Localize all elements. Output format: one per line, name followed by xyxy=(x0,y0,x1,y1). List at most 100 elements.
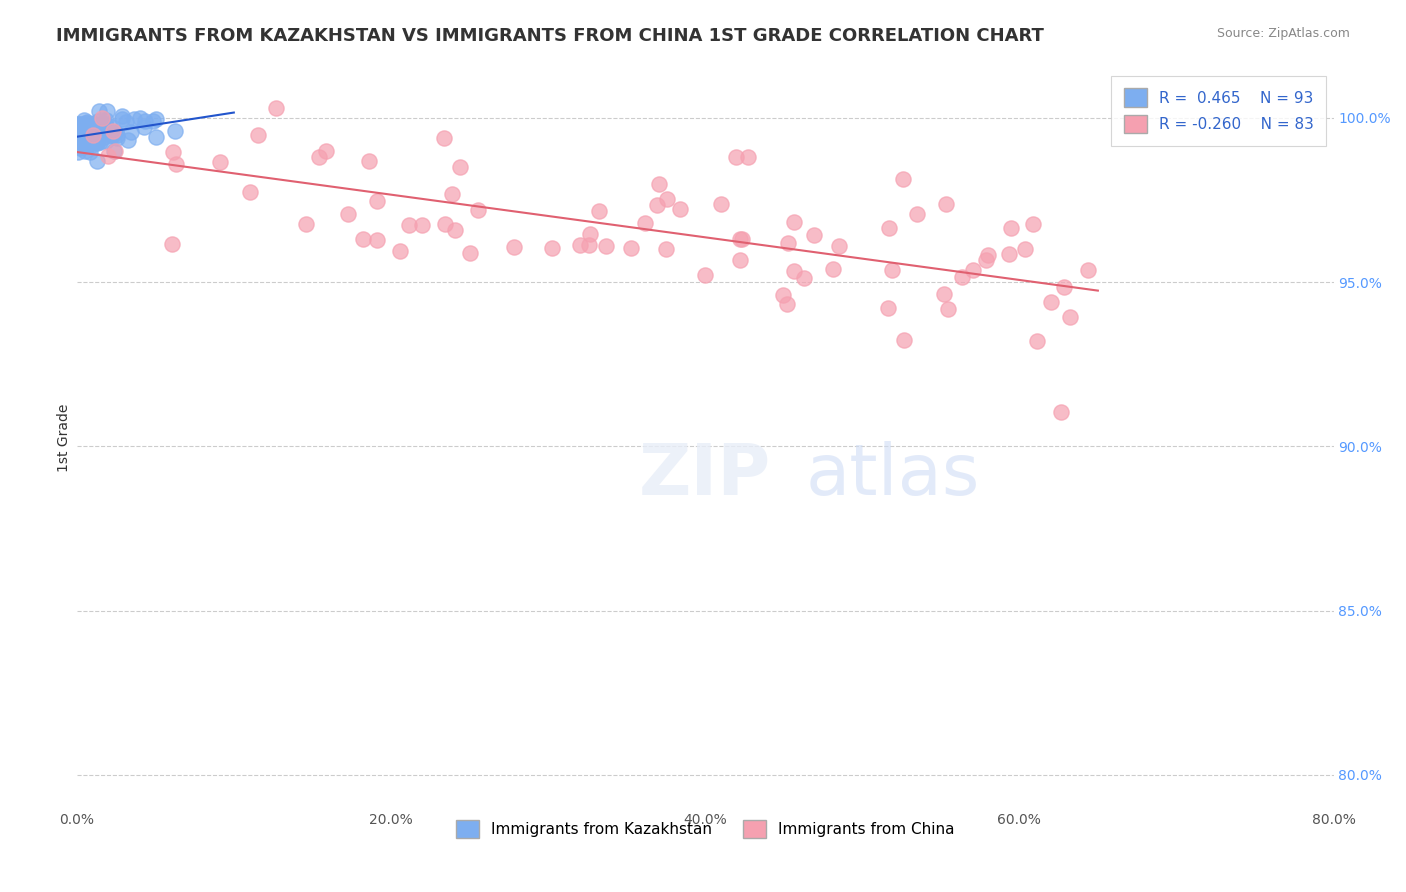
Point xyxy=(86,119,108,133)
Point xyxy=(70,139,93,153)
Point xyxy=(165,157,187,171)
Point xyxy=(879,220,901,235)
Point xyxy=(433,131,456,145)
Point xyxy=(98,120,121,134)
Point xyxy=(145,112,167,127)
Point xyxy=(441,187,464,202)
Point xyxy=(83,134,105,148)
Point xyxy=(76,122,98,136)
Point xyxy=(73,133,96,147)
Point xyxy=(67,133,90,147)
Point xyxy=(936,302,959,317)
Point xyxy=(73,125,96,139)
Point xyxy=(828,238,851,252)
Point xyxy=(104,125,127,139)
Point xyxy=(728,232,751,246)
Point xyxy=(82,131,104,145)
Point xyxy=(308,150,330,164)
Point xyxy=(315,144,337,158)
Text: ZIP: ZIP xyxy=(638,441,772,509)
Point xyxy=(246,128,269,142)
Point xyxy=(69,141,91,155)
Point xyxy=(1053,280,1076,294)
Point xyxy=(162,145,184,159)
Point xyxy=(974,253,997,268)
Point xyxy=(579,227,602,241)
Point xyxy=(142,114,165,128)
Point xyxy=(163,124,186,138)
Point xyxy=(503,239,526,253)
Point xyxy=(75,133,97,147)
Point xyxy=(737,150,759,164)
Point xyxy=(731,232,754,246)
Point xyxy=(793,270,815,285)
Point xyxy=(70,135,93,149)
Point xyxy=(105,131,128,145)
Point xyxy=(998,247,1021,261)
Point xyxy=(67,127,90,141)
Point xyxy=(93,129,115,144)
Point xyxy=(75,116,97,130)
Point xyxy=(294,217,316,231)
Point xyxy=(264,101,287,115)
Point xyxy=(772,287,794,301)
Point xyxy=(458,246,481,260)
Point xyxy=(90,127,112,141)
Point xyxy=(69,131,91,145)
Point xyxy=(1026,334,1049,348)
Point xyxy=(117,132,139,146)
Point xyxy=(100,128,122,142)
Point xyxy=(693,268,716,282)
Point xyxy=(75,118,97,132)
Point xyxy=(87,131,110,145)
Point xyxy=(83,120,105,134)
Point xyxy=(710,197,733,211)
Point xyxy=(645,197,668,211)
Point xyxy=(449,161,471,175)
Point xyxy=(73,113,96,128)
Point xyxy=(950,270,973,285)
Point xyxy=(1014,242,1036,256)
Point xyxy=(433,217,456,231)
Point xyxy=(634,216,657,230)
Point xyxy=(239,185,262,199)
Point xyxy=(120,125,142,139)
Y-axis label: 1st Grade: 1st Grade xyxy=(58,404,72,473)
Point xyxy=(115,115,138,129)
Point xyxy=(129,111,152,125)
Point xyxy=(70,134,93,148)
Point xyxy=(893,333,915,347)
Point xyxy=(76,137,98,152)
Point xyxy=(67,126,90,140)
Point xyxy=(79,145,101,160)
Point xyxy=(82,128,104,143)
Point xyxy=(962,262,984,277)
Point xyxy=(905,207,928,221)
Point xyxy=(69,128,91,143)
Point xyxy=(94,118,117,132)
Point xyxy=(389,244,412,258)
Point xyxy=(98,128,121,143)
Point xyxy=(86,153,108,168)
Point xyxy=(66,130,89,145)
Point xyxy=(352,232,374,246)
Point xyxy=(541,241,564,255)
Point xyxy=(976,247,998,261)
Point xyxy=(595,239,617,253)
Point xyxy=(87,113,110,128)
Point xyxy=(82,138,104,153)
Point xyxy=(366,194,388,209)
Point xyxy=(669,202,692,216)
Point xyxy=(66,125,89,139)
Text: IMMIGRANTS FROM KAZAKHSTAN VS IMMIGRANTS FROM CHINA 1ST GRADE CORRELATION CHART: IMMIGRANTS FROM KAZAKHSTAN VS IMMIGRANTS… xyxy=(56,27,1045,45)
Point xyxy=(411,218,433,232)
Point xyxy=(90,111,112,125)
Point xyxy=(208,155,231,169)
Point xyxy=(162,236,184,251)
Point xyxy=(76,120,98,135)
Point xyxy=(75,125,97,139)
Point xyxy=(359,153,381,168)
Point xyxy=(67,117,90,131)
Point xyxy=(75,144,97,158)
Point xyxy=(1021,217,1043,231)
